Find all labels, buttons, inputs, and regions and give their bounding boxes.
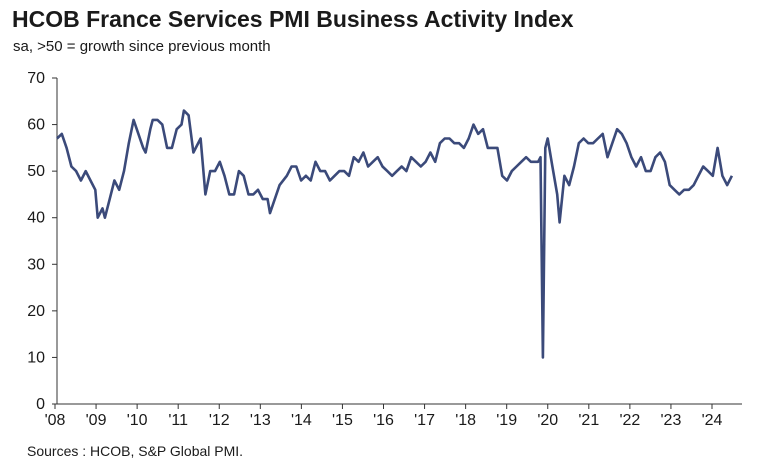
x-tick-label: '18 [455, 412, 476, 429]
y-tick-label: 60 [27, 117, 45, 134]
x-tick-label: '21 [578, 412, 599, 429]
y-tick-label: 50 [27, 163, 45, 180]
y-tick-label: 0 [36, 396, 45, 413]
chart-title: HCOB France Services PMI Business Activi… [12, 6, 574, 32]
x-tick-label: '20 [537, 412, 558, 429]
y-tick-label: 40 [27, 210, 45, 227]
y-tick-label: 20 [27, 303, 45, 320]
x-tick-label: '15 [332, 412, 353, 429]
y-tick-label: 10 [27, 349, 45, 366]
x-tick-label: '24 [702, 412, 723, 429]
x-tick-label: '10 [127, 412, 148, 429]
y-tick-label: 30 [27, 256, 45, 273]
x-tick-label: '22 [619, 412, 640, 429]
chart-subtitle: sa, >50 = growth since previous month [13, 38, 271, 55]
x-tick-label: '16 [373, 412, 394, 429]
pmi-series-line [56, 109, 734, 359]
x-tick-label: '14 [291, 412, 312, 429]
x-tick-label: '12 [209, 412, 230, 429]
y-tick-label: 70 [27, 70, 45, 87]
x-tick-label: '17 [414, 412, 435, 429]
source-note: Sources : HCOB, S&P Global PMI. [27, 443, 244, 459]
x-tick-label: '11 [168, 412, 188, 429]
x-tick-label: '13 [250, 412, 271, 429]
x-tick-label: '23 [661, 412, 682, 429]
x-tick-label: '09 [86, 412, 107, 429]
x-tick-label: '08 [45, 412, 66, 429]
x-tick-label: '19 [496, 412, 517, 429]
